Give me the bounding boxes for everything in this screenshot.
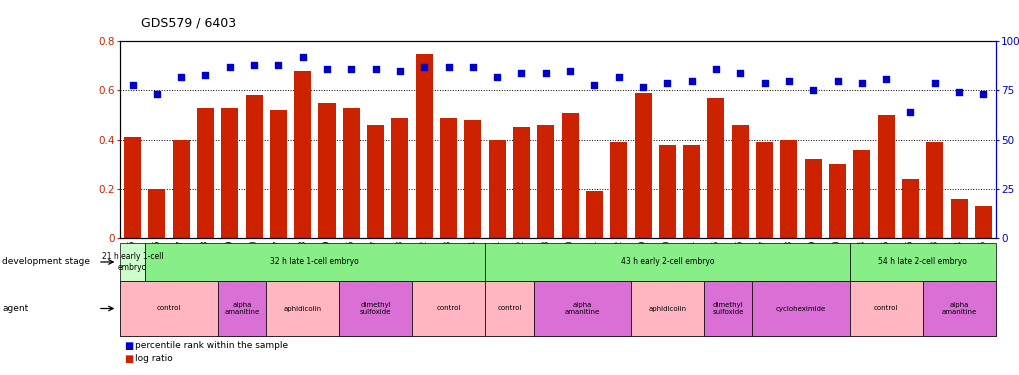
Text: agent: agent: [2, 304, 29, 313]
Text: GDS579 / 6403: GDS579 / 6403: [141, 17, 235, 30]
Bar: [124, 137, 141, 238]
Point: [683, 78, 699, 84]
Point: [756, 80, 772, 86]
Bar: [609, 142, 627, 238]
Point: [221, 64, 237, 70]
Point: [488, 74, 504, 80]
Point: [974, 92, 990, 98]
Bar: [172, 140, 190, 238]
Bar: [974, 206, 990, 238]
Text: log ratio: log ratio: [135, 354, 172, 363]
Text: control: control: [496, 306, 521, 312]
Point: [902, 109, 918, 115]
Bar: [658, 145, 676, 238]
Bar: [537, 125, 553, 238]
Text: 32 h late 1-cell embryo: 32 h late 1-cell embryo: [270, 258, 359, 267]
Point: [634, 84, 650, 90]
Point: [853, 80, 869, 86]
Bar: [634, 93, 651, 238]
Point: [440, 64, 457, 70]
Text: aphidicolin: aphidicolin: [648, 306, 686, 312]
Text: percentile rank within the sample: percentile rank within the sample: [135, 341, 287, 350]
Bar: [950, 199, 967, 238]
Text: dimethyl
sulfoxide: dimethyl sulfoxide: [711, 302, 743, 315]
Point: [319, 66, 335, 72]
Bar: [513, 128, 530, 238]
Bar: [246, 95, 262, 238]
Point: [950, 90, 966, 96]
Text: control: control: [873, 306, 898, 312]
Bar: [683, 145, 699, 238]
Bar: [367, 125, 384, 238]
Text: development stage: development stage: [2, 258, 90, 267]
Point: [658, 80, 675, 86]
Text: 21 h early 1-cell
embryо: 21 h early 1-cell embryо: [102, 252, 163, 272]
Bar: [731, 125, 748, 238]
Point: [270, 62, 286, 68]
Text: dimethyl
sulfoxide: dimethyl sulfoxide: [360, 302, 391, 315]
Bar: [901, 179, 918, 238]
Text: control: control: [436, 306, 461, 312]
Text: alpha
amanitine: alpha amanitine: [224, 302, 259, 315]
Point: [391, 68, 408, 74]
Bar: [391, 117, 408, 238]
Bar: [488, 140, 505, 238]
Point: [367, 66, 383, 72]
Point: [780, 78, 796, 84]
Text: 43 h early 2-cell embryo: 43 h early 2-cell embryo: [620, 258, 713, 267]
Point: [294, 54, 311, 60]
Point: [513, 70, 529, 76]
Text: control: control: [157, 306, 181, 312]
Bar: [293, 71, 311, 238]
Bar: [464, 120, 481, 238]
Point: [149, 92, 165, 98]
Point: [124, 82, 141, 88]
Bar: [853, 150, 869, 238]
Bar: [221, 108, 238, 238]
Text: ■: ■: [124, 340, 133, 351]
Text: cycloheximide: cycloheximide: [775, 306, 825, 312]
Point: [707, 66, 723, 72]
Text: 54 h late 2-cell embryo: 54 h late 2-cell embryo: [877, 258, 966, 267]
Point: [561, 68, 578, 74]
Point: [246, 62, 262, 68]
Point: [877, 76, 894, 82]
Bar: [876, 115, 894, 238]
Bar: [416, 54, 432, 238]
Point: [416, 64, 432, 70]
Point: [828, 78, 845, 84]
Point: [342, 66, 359, 72]
Bar: [197, 108, 214, 238]
Bar: [707, 98, 723, 238]
Bar: [755, 142, 772, 238]
Point: [804, 87, 820, 93]
Point: [173, 74, 190, 80]
Point: [925, 80, 942, 86]
Text: ■: ■: [124, 354, 133, 364]
Text: alpha
amanitine: alpha amanitine: [941, 302, 976, 315]
Point: [610, 74, 627, 80]
Bar: [828, 164, 845, 238]
Bar: [270, 110, 286, 238]
Point: [537, 70, 553, 76]
Bar: [585, 191, 602, 238]
Text: alpha
amanitine: alpha amanitine: [565, 302, 599, 315]
Text: aphidicolin: aphidicolin: [283, 306, 321, 312]
Point: [465, 64, 481, 70]
Bar: [780, 140, 797, 238]
Bar: [804, 159, 821, 238]
Bar: [342, 108, 360, 238]
Bar: [561, 112, 578, 238]
Bar: [148, 189, 165, 238]
Bar: [925, 142, 943, 238]
Point: [197, 72, 213, 78]
Point: [732, 70, 748, 76]
Bar: [439, 117, 457, 238]
Point: [586, 82, 602, 88]
Bar: [318, 103, 335, 238]
